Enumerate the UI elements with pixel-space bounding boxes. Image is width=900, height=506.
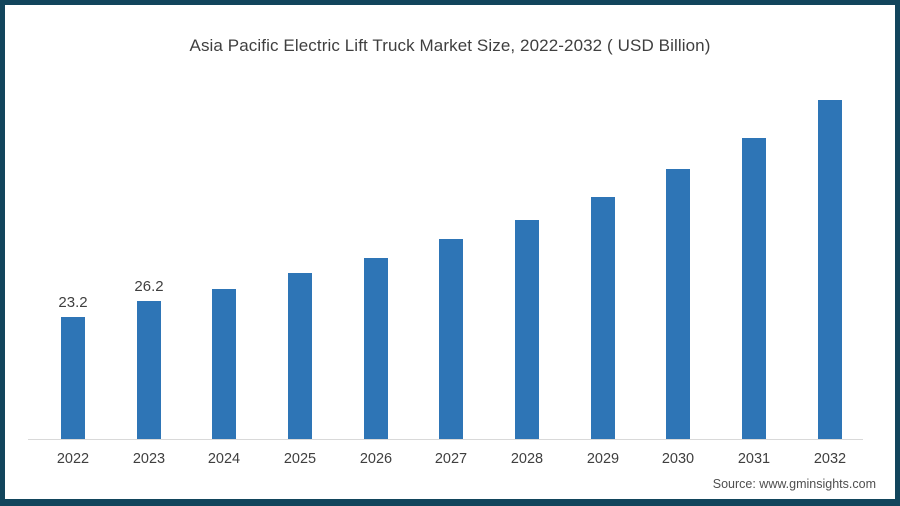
x-axis-line: [28, 439, 863, 440]
x-tick-2029: 2029: [586, 451, 620, 467]
bar-2024: [212, 289, 236, 439]
x-tick-2023: 2023: [132, 451, 166, 467]
bar-2028: [515, 220, 539, 439]
x-tick-2022: 2022: [56, 451, 90, 467]
x-tick-2026: 2026: [359, 451, 393, 467]
chart-title: Asia Pacific Electric Lift Truck Market …: [189, 36, 711, 55]
bar-2022: [61, 317, 85, 439]
x-tick-2025: 2025: [283, 451, 317, 467]
chart-canvas: Asia Pacific Electric Lift Truck Market …: [5, 5, 895, 499]
data-label-2022: 23.2: [58, 294, 88, 311]
bar-2029: [591, 197, 615, 439]
x-tick-2031: 2031: [737, 451, 771, 467]
x-tick-2027: 2027: [434, 451, 468, 467]
x-tick-2032: 2032: [813, 451, 847, 467]
bar-2026: [364, 258, 388, 439]
data-label-2023: 26.2: [134, 278, 164, 295]
bar-2025: [288, 273, 312, 439]
source-attribution: Source: www.gminsights.com: [712, 477, 876, 491]
bar-2031: [742, 138, 766, 439]
bar-2030: [666, 169, 690, 439]
x-tick-2024: 2024: [207, 451, 241, 467]
x-tick-2028: 2028: [510, 451, 544, 467]
plot-area: 2022 23.2 2023 26.2 2024 2025 2026 2027 2028 2029…: [5, 5, 895, 499]
bar-2027: [439, 239, 463, 439]
bar-2023: [137, 301, 161, 439]
x-tick-2030: 2030: [661, 451, 695, 467]
bar-2032: [818, 100, 842, 439]
